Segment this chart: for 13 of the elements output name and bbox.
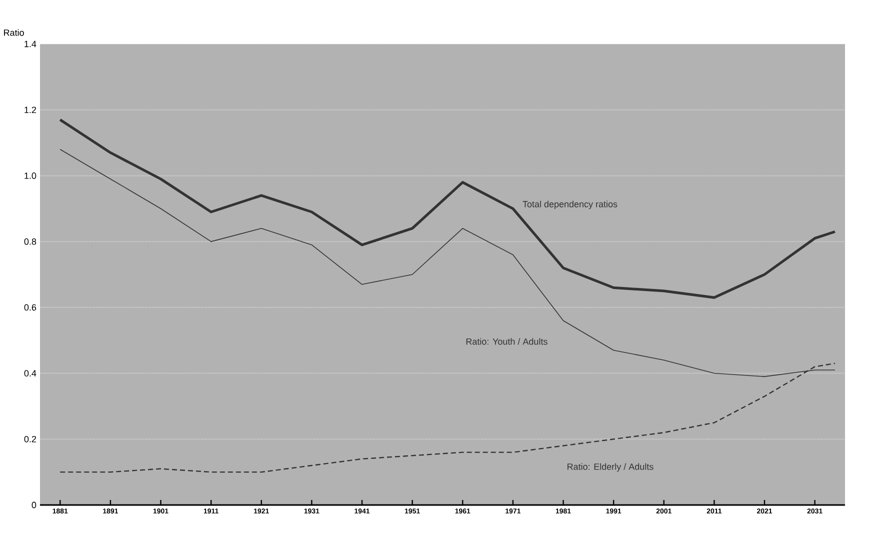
y-tick-label: 1.2 — [24, 106, 36, 113]
y-tick-label: 0.2 — [24, 436, 36, 442]
y-tick-label: 0.8 — [24, 238, 36, 245]
y-axis-title: Ratio — [4, 29, 24, 36]
y-tick-label: 1.4 — [24, 40, 36, 48]
series-label: Ratio: Elderly / Adults — [568, 463, 654, 472]
y-tick-label: 0 — [32, 502, 36, 508]
text: Ratio: Youth / Adults — [466, 338, 548, 345]
line-series — [58, 118, 836, 299]
y-tick-label: 0.4 — [24, 370, 36, 376]
y-tick-label: 1.0 — [24, 172, 36, 179]
series-label: Total dependency ratios — [522, 200, 618, 210]
y-tick-label: 0.6 — [24, 304, 36, 311]
